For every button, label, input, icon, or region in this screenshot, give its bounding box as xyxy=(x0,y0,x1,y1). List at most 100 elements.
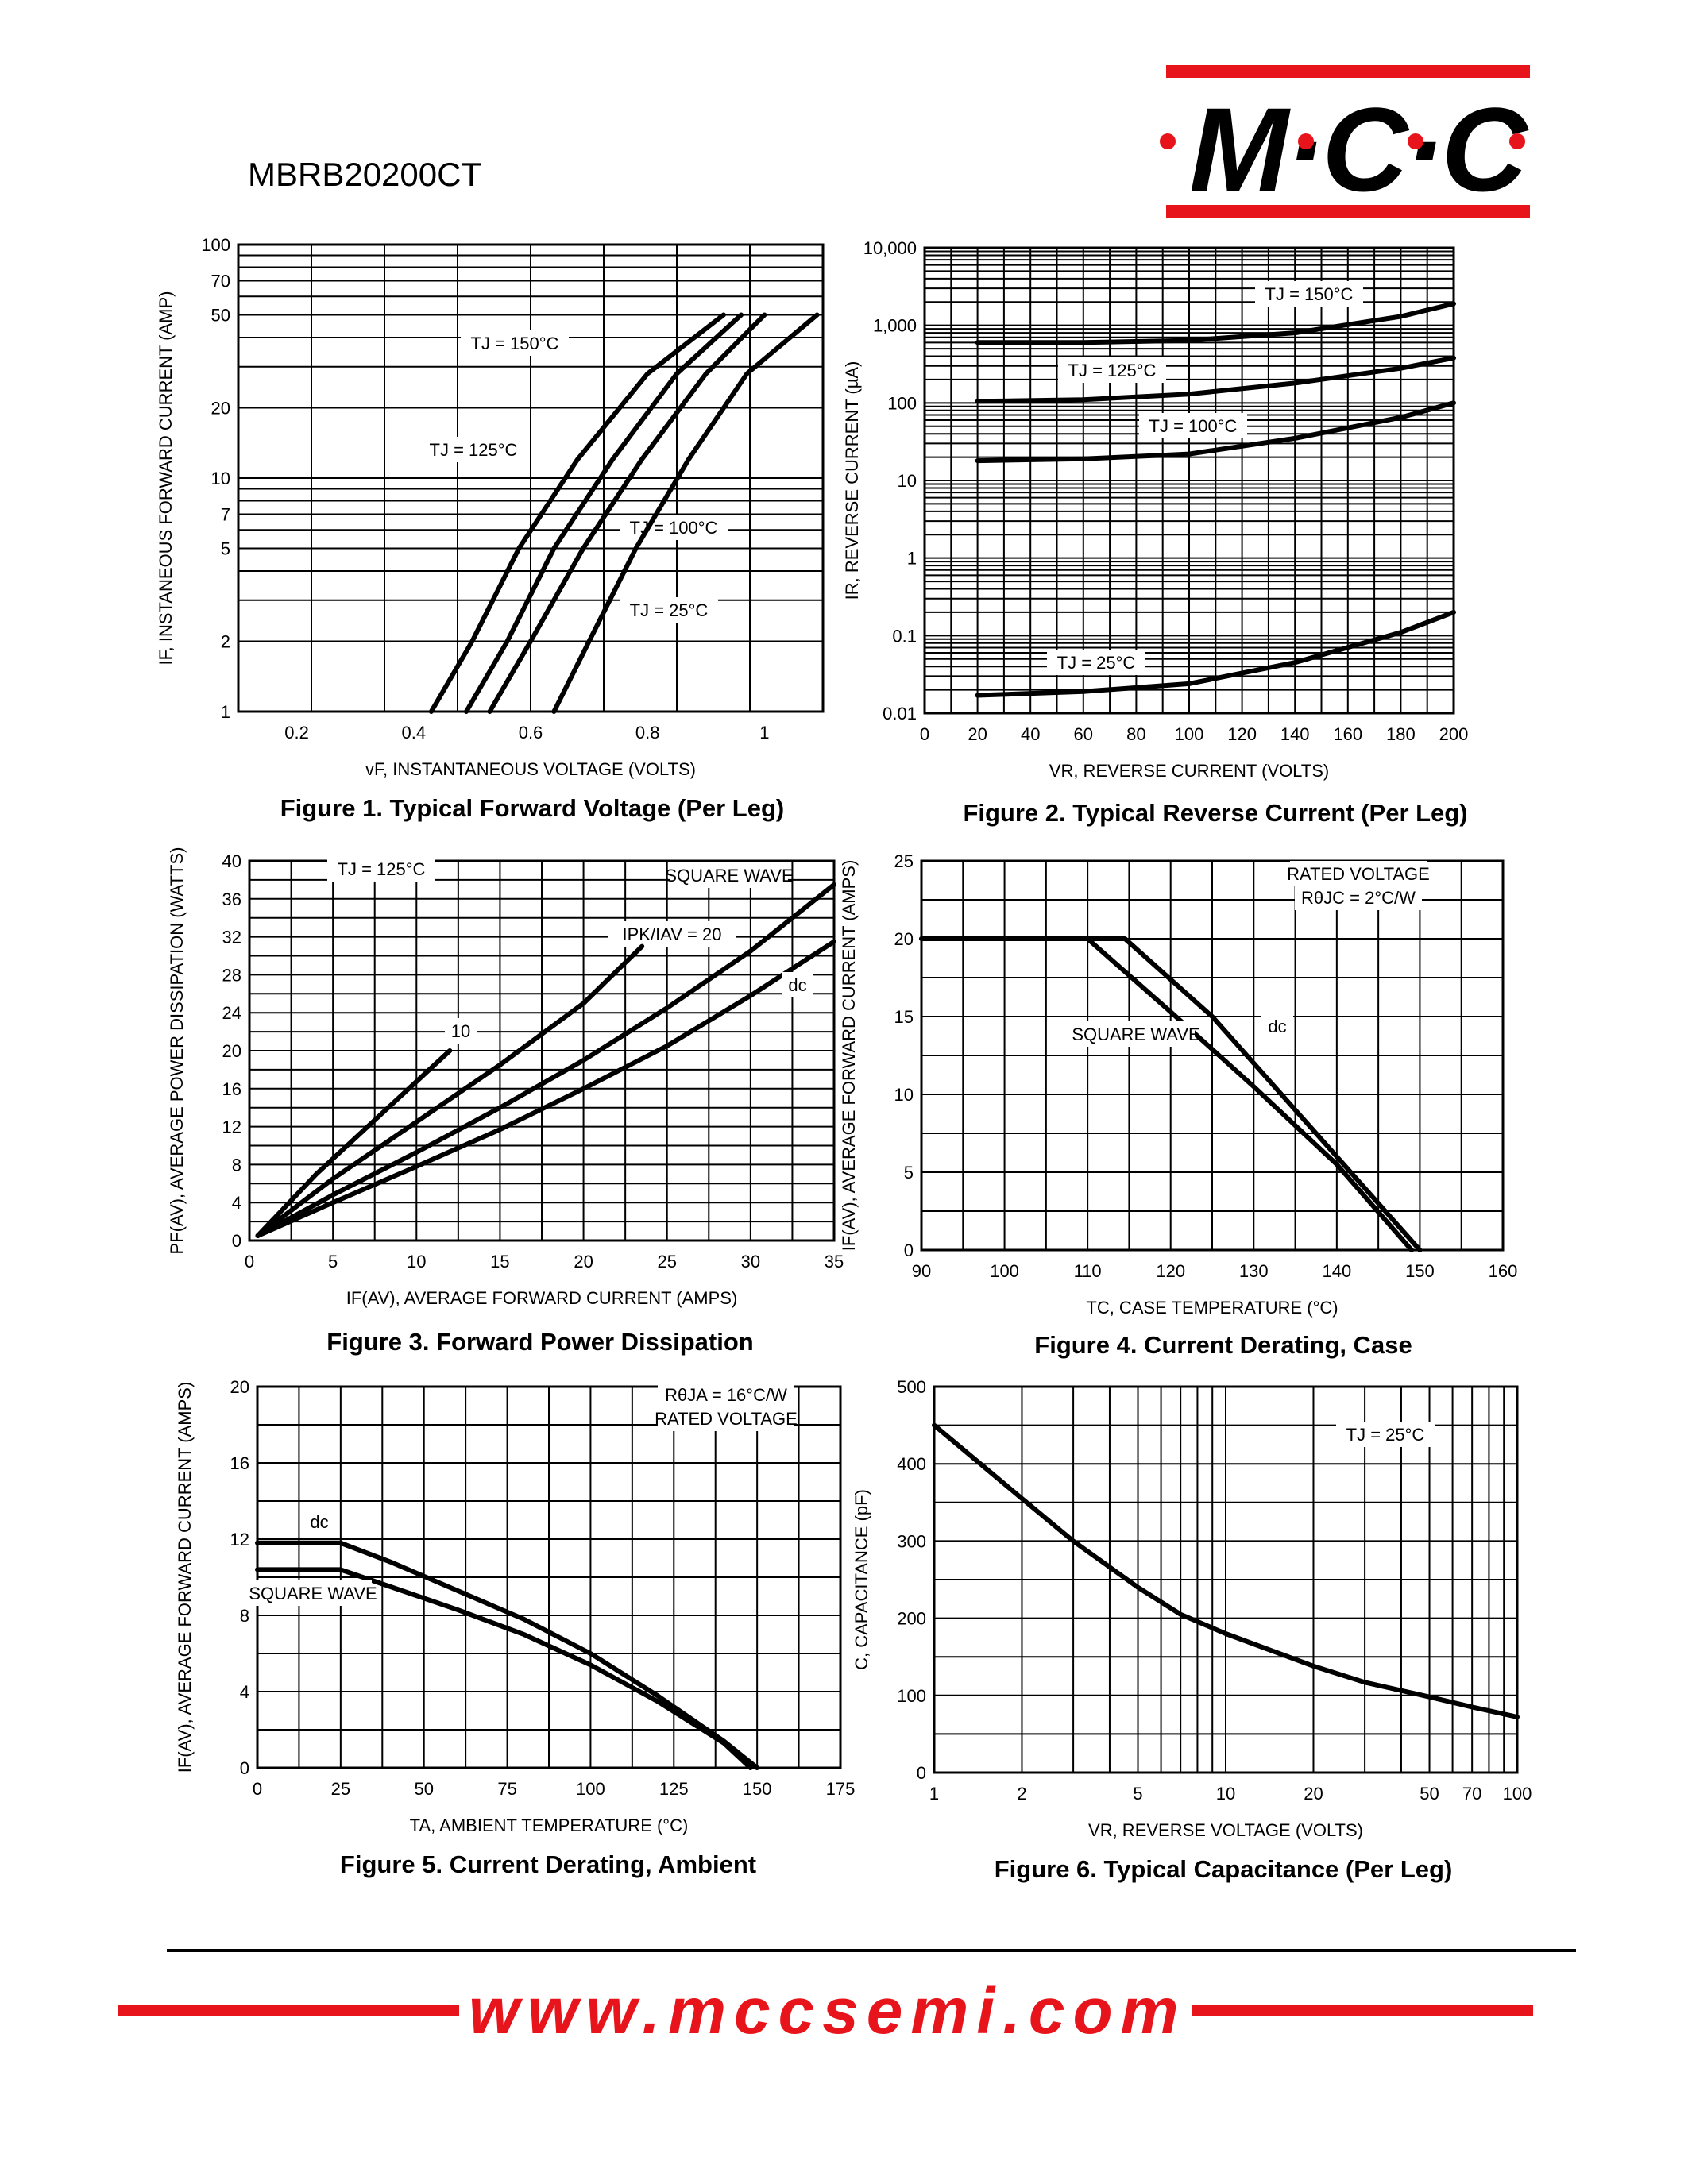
fig2-series-line xyxy=(975,609,1456,698)
fig6-ytick-label: 400 xyxy=(897,1454,926,1474)
fig2-ytick-label: 10 xyxy=(898,471,917,491)
fig5-caption: Figure 5. Current Derating, Ambient xyxy=(339,1850,757,1878)
fig3-ytick-label: 4 xyxy=(232,1193,241,1213)
fig5-series-label: SQUARE WAVE xyxy=(249,1584,377,1603)
company-logo: M·C·C xyxy=(1189,83,1528,216)
fig4-annotation: RATED VOLTAGE xyxy=(1287,864,1430,884)
fig5-series-line xyxy=(255,1567,753,1770)
fig3-xtick-label: 35 xyxy=(825,1252,844,1271)
fig6-ytick-label: 100 xyxy=(897,1686,926,1706)
fig1-series-label: TJ = 150°C xyxy=(471,334,559,353)
fig3-xtick-label: 10 xyxy=(407,1252,426,1271)
footer-left-bar xyxy=(118,2005,459,2016)
fig5-xtick-label: 150 xyxy=(743,1779,772,1799)
fig6-xtick-label: 70 xyxy=(1462,1784,1481,1804)
fig4-chart: 90 100 110 120 130 140 150 160 0 5 10 15 20 25 TC, CAS… xyxy=(839,851,1518,1318)
fig2-xtick-label: 120 xyxy=(1227,724,1257,744)
fig2-ytick-label: 0.01 xyxy=(883,704,917,723)
logo-dot xyxy=(1408,133,1423,149)
footer-url-suffix: .com xyxy=(1002,1975,1187,2047)
fig4-xlabel: TC, CASE TEMPERATURE (°C) xyxy=(1086,1298,1338,1318)
fig4-xtick-label: 100 xyxy=(990,1261,1019,1281)
footer-url: www.mccsemi.com xyxy=(469,1976,1184,2047)
fig6-annotation: TJ = 25°C xyxy=(1346,1425,1425,1445)
fig5-xtick-label: 175 xyxy=(826,1779,856,1799)
fig3-annotation: TJ = 125°C xyxy=(338,859,426,879)
fig4-xtick-label: 150 xyxy=(1405,1261,1435,1281)
fig3-ytick-label: 36 xyxy=(222,889,241,909)
fig5-annotation: RATED VOLTAGE xyxy=(655,1409,798,1429)
fig5-ytick-label: 16 xyxy=(230,1453,249,1473)
fig5-ylabel: IF(AV), AVERAGE FORWARD CURRENT (AMPS) xyxy=(175,1382,195,1773)
fig4-xtick-label: 160 xyxy=(1489,1261,1518,1281)
fig5-ytick-label: 12 xyxy=(230,1530,249,1549)
fig5-xtick-label: 125 xyxy=(659,1779,689,1799)
fig3-ylabel: PF(AV), AVERAGE POWER DISSIPATION (WATTS… xyxy=(167,847,187,1255)
fig3-xtick-label: 15 xyxy=(490,1252,509,1271)
fig3-series-label: SQUARE WAVE xyxy=(665,866,793,886)
fig3-xtick-label: 5 xyxy=(328,1252,338,1271)
fig1-series-label-bg xyxy=(620,597,718,623)
fig3-xtick-label: 25 xyxy=(657,1252,676,1271)
fig4-ytick-label: 25 xyxy=(894,851,914,871)
fig6-grid xyxy=(933,1386,1518,1773)
fig2-xtick-label: 60 xyxy=(1074,724,1093,744)
fig3-series-line xyxy=(255,1048,453,1238)
fig1-series-label-bg xyxy=(620,515,728,540)
fig1-series-label: TJ = 25°C xyxy=(630,600,709,620)
fig1-series-line xyxy=(551,312,820,714)
fig2-caption: Figure 2. Typical Reverse Current (Per L… xyxy=(963,799,1468,827)
fig5-series-label-bg xyxy=(254,1580,372,1606)
fig3-series-label: IPK/IAV = 20 xyxy=(623,924,722,944)
fig1-series-label-bg xyxy=(419,437,527,462)
fig2-series-label: TJ = 25°C xyxy=(1057,653,1136,673)
fig3-frame xyxy=(248,859,836,1242)
fig6-xtick-label: 2 xyxy=(1017,1784,1026,1804)
fig2-xtick-label: 180 xyxy=(1386,724,1416,744)
fig6-xtick-label: 1 xyxy=(929,1784,939,1804)
fig3-series-label: 10 xyxy=(451,1021,470,1041)
fig3-series-line xyxy=(255,882,836,1238)
fig6-ytick-label: 300 xyxy=(897,1531,926,1551)
fig2-chart: 0 20 40 60 80 100 120 140 160 180 200 0.01 0.1 1 10 100… xyxy=(842,238,1469,781)
fig4-series-label-bg xyxy=(1261,1013,1293,1039)
fig2-series-label-bg xyxy=(1139,413,1247,438)
fig5-series-line xyxy=(255,1540,760,1770)
fig5-annotation-bg xyxy=(658,1406,794,1431)
footer-right-bar xyxy=(1192,2005,1533,2016)
logo-dot xyxy=(1160,133,1176,149)
fig2-xtick-label: 40 xyxy=(1021,724,1040,744)
fig3-xtick-label: 0 xyxy=(245,1252,254,1271)
fig3-series-label-bg xyxy=(670,862,788,888)
fig2-series-label-bg xyxy=(1058,357,1166,383)
fig1-ytick-label: 7 xyxy=(221,505,230,525)
fig1-xlabel: vF, INSTANTANEOUS VOLTAGE (VOLTS) xyxy=(365,759,696,779)
fig2-series-label-bg xyxy=(1255,281,1363,307)
fig2-xtick-label: 200 xyxy=(1439,724,1469,744)
fig3-series-line xyxy=(255,943,645,1238)
part-number: MBRB20200CT xyxy=(248,156,482,193)
fig2-xtick-label: 20 xyxy=(968,724,987,744)
fig4-ytick-label: 10 xyxy=(894,1085,914,1105)
footer-rule xyxy=(167,1949,1576,1952)
fig5-series-label: dc xyxy=(310,1512,328,1532)
fig1-series-line xyxy=(428,312,726,714)
fig3-ytick-label: 8 xyxy=(232,1155,241,1175)
logo-dot xyxy=(1298,133,1314,149)
fig4-frame xyxy=(920,859,1505,1252)
fig3-series-label: dc xyxy=(788,975,806,995)
fig2-frame xyxy=(923,246,1455,715)
fig4-series-label: dc xyxy=(1268,1017,1286,1036)
fig5-ytick-label: 8 xyxy=(240,1606,249,1626)
fig2-xlabel: VR, REVERSE CURRENT (VOLTS) xyxy=(1049,761,1329,781)
fig6-xlabel: VR, REVERSE VOLTAGE (VOLTS) xyxy=(1088,1820,1363,1840)
fig4-ytick-label: 20 xyxy=(894,929,914,949)
fig2-ytick-label: 100 xyxy=(887,393,917,413)
fig3-series-label-bg xyxy=(608,921,736,947)
fig4-series-label-bg xyxy=(1077,1021,1195,1047)
fig4-xtick-label: 130 xyxy=(1239,1261,1269,1281)
fig1-frame xyxy=(237,243,825,713)
fig2-xtick-label: 160 xyxy=(1333,724,1362,744)
fig5-ytick-label: 0 xyxy=(240,1758,249,1778)
fig1-caption: Figure 1. Typical Forward Voltage (Per L… xyxy=(280,794,785,822)
